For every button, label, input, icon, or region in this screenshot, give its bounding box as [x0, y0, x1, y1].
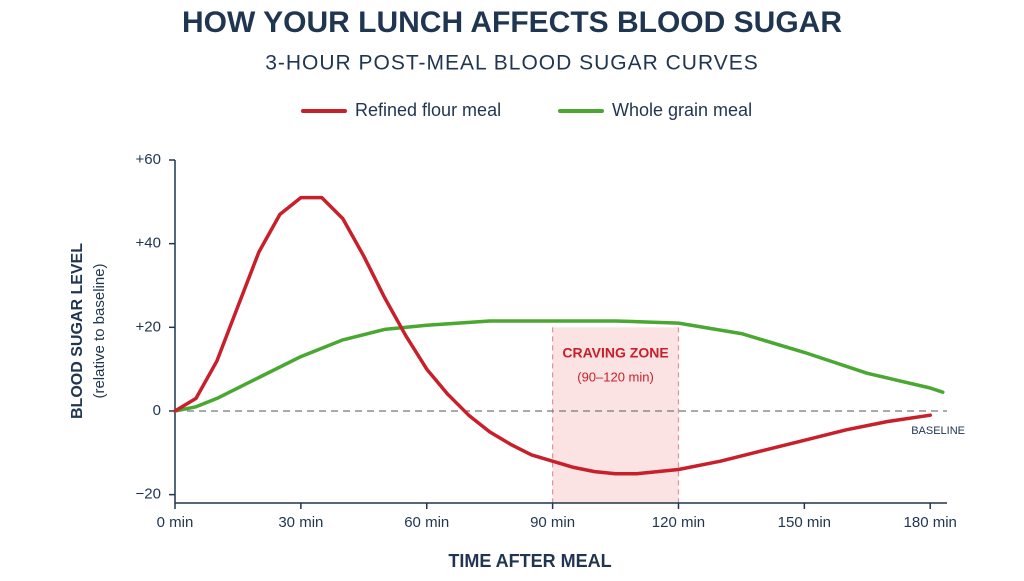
x-tick-label: 0 min: [157, 514, 194, 531]
zone-sublabel: (90–120 min): [577, 369, 654, 384]
y-tick-label: +60: [136, 151, 161, 168]
baseline-label: BASELINE: [911, 425, 965, 437]
zone-label: CRAVING ZONE: [562, 345, 668, 361]
legend-label: Refined flour meal: [355, 100, 501, 120]
x-tick-label: 60 min: [404, 514, 449, 531]
y-tick-label: +20: [136, 318, 161, 335]
x-tick-label: 120 min: [652, 514, 705, 531]
chart-title: HOW YOUR LUNCH AFFECTS BLOOD SUGAR: [182, 6, 842, 39]
y-tick-label: 0: [153, 402, 161, 419]
y-tick-label: +40: [136, 235, 161, 252]
x-tick-label: 30 min: [278, 514, 323, 531]
legend-label: Whole grain meal: [612, 100, 752, 120]
series-line: [173, 195, 932, 476]
y-tick-label: −20: [136, 486, 161, 503]
series-line: [173, 319, 945, 413]
x-tick-label: 150 min: [778, 514, 831, 531]
x-axis-label: TIME AFTER MEAL: [448, 551, 611, 571]
chart-subtitle: 3-HOUR POST-MEAL BLOOD SUGAR CURVES: [265, 52, 759, 75]
x-tick-label: 180 min: [904, 514, 957, 531]
y-axis-label: BLOOD SUGAR LEVEL: [69, 243, 86, 419]
x-tick-label: 90 min: [530, 514, 575, 531]
y-axis-sublabel: (relative to baseline): [91, 263, 108, 398]
